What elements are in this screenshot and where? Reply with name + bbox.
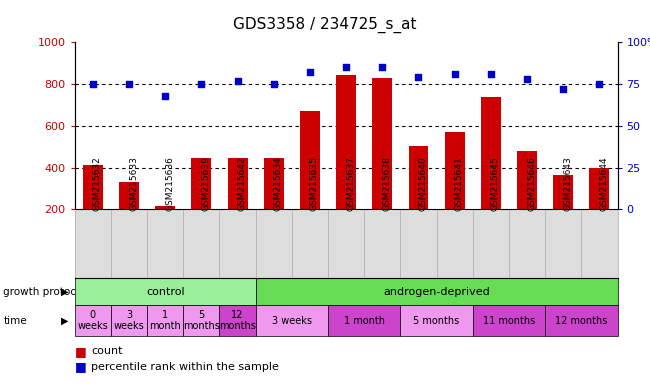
Point (305, 69, 315, 75)
Point (522, 76, 532, 82)
Text: GSM215635: GSM215635 (310, 156, 319, 211)
Text: 5 months: 5 months (413, 316, 460, 326)
Text: time: time (3, 316, 27, 326)
Bar (83, 166, 103, 209)
Bar (336, 74, 356, 209)
Text: GSM215632: GSM215632 (93, 156, 102, 211)
Text: 12
months: 12 months (219, 310, 256, 331)
Point (594, 81, 604, 87)
Text: 1
month: 1 month (150, 310, 181, 331)
Bar (119, 182, 139, 209)
Point (486, 71, 496, 77)
Text: 0
weeks: 0 weeks (77, 310, 108, 331)
Text: percentile rank within the sample: percentile rank within the sample (91, 362, 279, 372)
Text: GSM215633: GSM215633 (129, 156, 138, 211)
Text: GSM215640: GSM215640 (419, 156, 428, 211)
Point (377, 64, 387, 70)
Point (268, 81, 279, 87)
Text: GSM215636: GSM215636 (165, 156, 174, 211)
Point (196, 81, 207, 87)
Text: 5
months: 5 months (183, 310, 220, 331)
Text: GSM215641: GSM215641 (454, 156, 463, 211)
Point (88, 81, 98, 87)
Text: GSM215644: GSM215644 (599, 157, 608, 211)
Point (341, 64, 351, 70)
Text: GSM215638: GSM215638 (382, 156, 391, 211)
Text: count: count (91, 346, 122, 356)
Text: GDS3358 / 234725_s_at: GDS3358 / 234725_s_at (233, 17, 417, 33)
Point (233, 78, 243, 84)
Text: androgen-deprived: androgen-deprived (384, 287, 490, 297)
Text: 3
weeks: 3 weeks (114, 310, 144, 331)
Text: 3 weeks: 3 weeks (272, 316, 312, 326)
Text: ■: ■ (75, 360, 90, 373)
Text: GSM215642: GSM215642 (238, 157, 246, 211)
Text: ▶: ▶ (61, 287, 69, 297)
Point (124, 81, 135, 87)
Text: GSM215646: GSM215646 (527, 156, 536, 211)
Bar (227, 158, 248, 209)
Text: ▶: ▶ (61, 316, 69, 326)
Point (449, 71, 460, 77)
Bar (409, 146, 428, 209)
Text: 11 months: 11 months (483, 316, 535, 326)
Text: 1 month: 1 month (344, 316, 385, 326)
Bar (481, 96, 500, 209)
Point (558, 86, 568, 92)
Bar (590, 167, 609, 209)
Bar (372, 78, 392, 209)
Bar (517, 151, 537, 209)
Text: ■: ■ (75, 345, 90, 358)
Bar (300, 111, 320, 209)
Point (413, 74, 424, 80)
Bar (264, 158, 283, 209)
Text: control: control (146, 287, 185, 297)
Text: GSM215645: GSM215645 (491, 156, 500, 211)
Bar (155, 206, 175, 209)
Text: growth protocol: growth protocol (3, 287, 86, 297)
Bar (553, 175, 573, 209)
Bar (192, 158, 211, 209)
Text: GSM215634: GSM215634 (274, 156, 283, 211)
Point (160, 93, 170, 99)
Text: GSM215637: GSM215637 (346, 156, 355, 211)
Bar (445, 132, 465, 209)
Text: GSM215643: GSM215643 (563, 156, 572, 211)
Text: 12 months: 12 months (555, 316, 608, 326)
Text: GSM215639: GSM215639 (202, 156, 211, 211)
